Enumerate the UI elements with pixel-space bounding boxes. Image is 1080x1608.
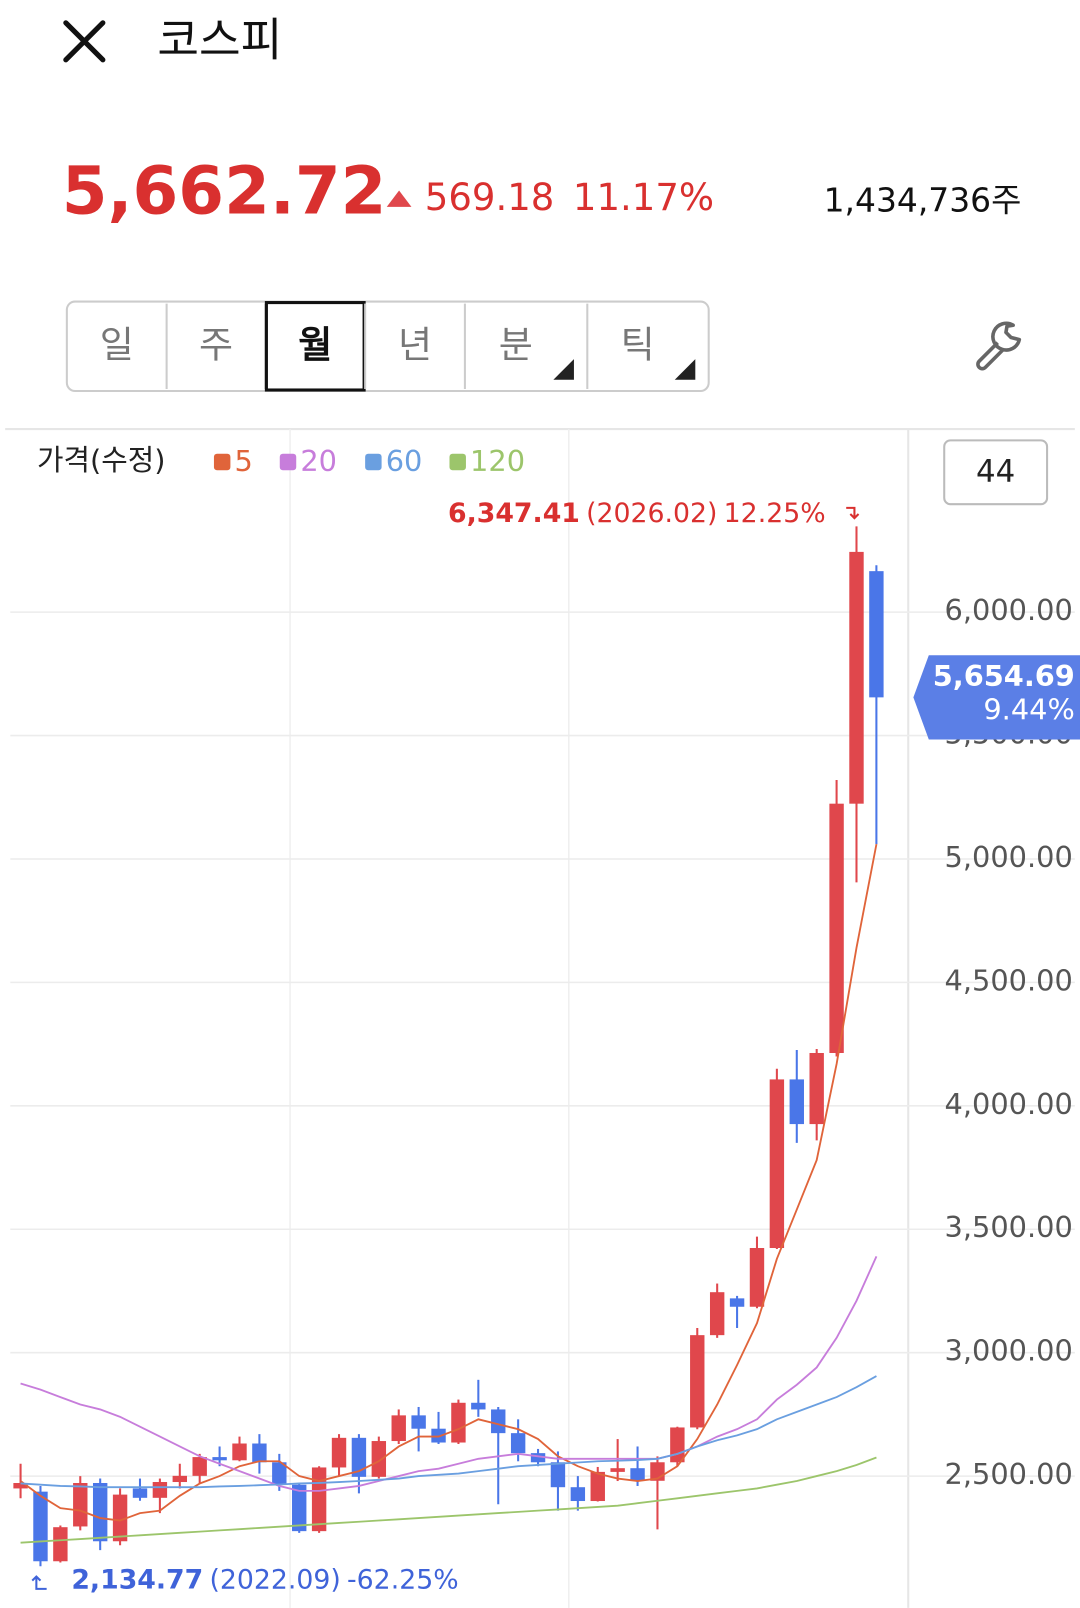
legend-title: 가격(수정): [37, 443, 165, 477]
high-arrow: [846, 506, 860, 520]
candle-body: [510, 1433, 526, 1454]
candle-body: [829, 803, 844, 1053]
candle-body: [371, 1441, 387, 1477]
candle-body: [570, 1487, 586, 1502]
y-tick-label: 5,000.00: [945, 840, 1073, 874]
candle-body: [690, 1335, 705, 1428]
ma-line: [20, 1456, 877, 1544]
settings-button[interactable]: [976, 321, 1022, 371]
candle-body: [769, 1079, 785, 1249]
candle-body: [491, 1409, 506, 1434]
candle-body: [849, 551, 864, 804]
candle-body: [670, 1427, 685, 1463]
change: 569.18: [425, 176, 555, 219]
y-tick-label: 6,000.00: [945, 593, 1073, 627]
up-arrow: [386, 190, 412, 207]
tab-bar: [65, 300, 710, 393]
high-annotation-label: 6,347.41: [448, 498, 580, 529]
ma-line: [20, 1375, 877, 1489]
candle-body: [749, 1248, 765, 1307]
y-tick-label: 3,000.00: [945, 1334, 1073, 1368]
candle-body: [92, 1483, 108, 1542]
legend-label: 60: [386, 444, 423, 478]
tab-label: 일: [100, 323, 134, 366]
low-annotation-change: -62.25%: [347, 1564, 459, 1595]
legend-label: 120: [470, 444, 525, 478]
y-tick-label: 4,000.00: [945, 1087, 1073, 1121]
last-price-tag: [913, 655, 1080, 740]
candle-body: [33, 1491, 48, 1562]
tab-label: 분: [499, 323, 533, 366]
candle-body: [391, 1415, 406, 1442]
legend-label: 5: [235, 444, 253, 478]
change-pct: 11.17%: [573, 176, 714, 219]
legend-swatch: [213, 453, 231, 471]
candle-body: [471, 1402, 486, 1410]
candle-body: [351, 1437, 367, 1477]
candle-body: [13, 1483, 28, 1489]
candle-body: [311, 1467, 327, 1532]
last-price: 5,654.69: [933, 659, 1075, 693]
candle-body: [789, 1079, 804, 1125]
candle-body: [610, 1468, 625, 1472]
count: 44: [976, 454, 1015, 490]
candle-body: [729, 1298, 745, 1307]
candle-body: [809, 1052, 824, 1125]
candle-body: [252, 1443, 267, 1463]
candle-body: [132, 1488, 148, 1498]
volume: 1,434,736주: [824, 180, 1022, 219]
candle-body: [212, 1457, 227, 1461]
last-change: 9.44%: [983, 693, 1074, 727]
high-annotation-change: 12.25%: [724, 498, 826, 529]
candle-body: [869, 571, 884, 698]
page-title: 코스피: [157, 13, 282, 66]
y-tick-label: 2,500.00: [945, 1457, 1073, 1491]
low-annotation-label: 2,134.77: [71, 1564, 203, 1595]
high-annotation: 6,347.41 (2026.02) 12.25%: [448, 498, 826, 529]
candle-body: [530, 1453, 546, 1463]
count-box[interactable]: [943, 439, 1049, 506]
candle-body: [411, 1415, 426, 1429]
candle-body: [232, 1443, 247, 1461]
legend-label: 20: [300, 444, 337, 478]
candle-body: [590, 1471, 605, 1502]
tab-label: 년: [398, 323, 432, 366]
candle-body: [112, 1494, 128, 1542]
ma-line: [20, 843, 878, 1522]
candle-body: [709, 1292, 725, 1336]
candle-body: [331, 1437, 347, 1468]
candle-body: [192, 1457, 207, 1476]
y-tick-label: 3,500.00: [945, 1210, 1073, 1244]
price: 5,662.72: [62, 153, 387, 230]
candle-body: [172, 1475, 187, 1483]
legend-swatch: [365, 453, 382, 471]
candle-body: [292, 1484, 307, 1532]
y-tick-label: 4,500.00: [945, 963, 1073, 997]
candle-body: [53, 1527, 68, 1562]
low-annotation-date: (2022.09): [209, 1564, 340, 1595]
candle-body: [73, 1483, 88, 1527]
tab-label: 월: [298, 323, 332, 366]
candle-body: [152, 1482, 168, 1498]
candle-body: [550, 1462, 566, 1488]
legend-swatch: [449, 453, 466, 471]
legend-swatch: [279, 453, 297, 471]
high-annotation-date: (2026.02): [586, 498, 717, 529]
ma-line: [20, 1255, 878, 1492]
candle-body: [630, 1468, 645, 1481]
low-arrow: [31, 1575, 47, 1590]
candle-body: [272, 1462, 287, 1485]
tab-label: 주: [199, 323, 233, 366]
tab-label: 틱: [621, 323, 655, 366]
candle-body: [451, 1402, 466, 1443]
close-button[interactable]: [63, 20, 106, 63]
low-annotation: 2,134.77 (2022.09) -62.25%: [71, 1564, 458, 1595]
